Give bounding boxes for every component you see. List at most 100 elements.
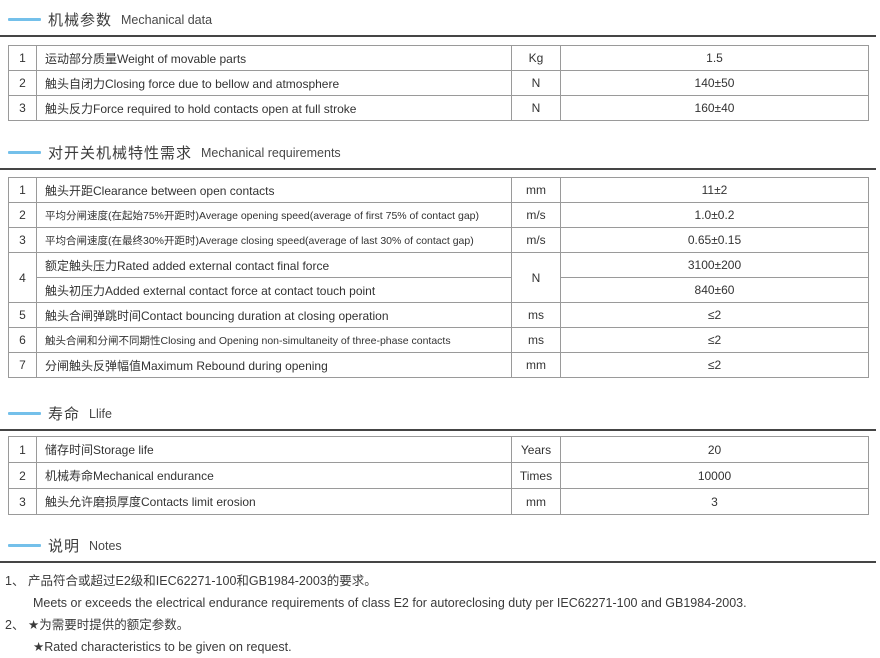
table-row: 1 储存时间Storage life Years 20 [8,436,869,463]
table-row: 触头初压力Added external contact force at con… [9,277,869,303]
table-row: 1 运动部分质量Weight of movable parts Kg 1.5 [8,45,869,71]
row-unit: N [511,252,561,303]
spec-sheet-page: 机械参数 Mechanical data 1 运动部分质量Weight of m… [0,9,880,654]
note-text-zh: 产品符合或超过E2级和IEC62271-100和GB1984-2003的要求。 [28,574,377,588]
section-title-zh: 说明 [48,538,81,555]
row-number: 2 [8,202,37,228]
note-item: 2、 ★为需要时提供的额定参数。 ★Rated characteristics … [5,614,880,658]
row-unit: ms [511,302,561,328]
mechanical-data-table: 1 运动部分质量Weight of movable parts Kg 1.5 2… [8,45,869,121]
row-unit: Times [511,462,561,489]
row-number: 5 [8,302,37,328]
note-body: 产品符合或超过E2级和IEC62271-100和GB1984-2003的要求。 … [28,570,747,614]
note-text-en: ★Rated characteristics to be given on re… [33,640,292,654]
mechanical-requirements-table: 1 触头开距Clearance between open contacts mm… [8,177,869,378]
life-table: 1 储存时间Storage life Years 20 2 机械寿命Mechan… [8,436,869,515]
notes-list: 1、 产品符合或超过E2级和IEC62271-100和GB1984-2003的要… [0,570,880,658]
row-value: 20 [560,436,869,463]
row-unit: m/s [511,227,561,253]
row-value: ≤2 [560,352,869,378]
accent-dash-icon [8,544,41,547]
row-number: 3 [8,227,37,253]
row-description: 机械寿命Mechanical endurance [36,462,512,489]
row-value: 0.65±0.15 [560,227,869,253]
note-marker: 2、 [5,618,25,632]
section-rule [0,561,876,563]
row-description: 额定触头压力Rated added external contact final… [36,252,512,278]
note-item: 1、 产品符合或超过E2级和IEC62271-100和GB1984-2003的要… [5,570,880,614]
section-title-zh: 对开关机械特性需求 [48,145,193,162]
table-row: 4 额定触头压力Rated added external contact fin… [8,252,869,303]
row-value: 140±50 [560,70,869,96]
row-number: 3 [8,95,37,121]
row-description: 触头允许磨损厚度Contacts limit erosion [36,488,512,515]
row-number: 6 [8,327,37,353]
row-value: 840±60 [560,277,869,303]
row-number: 2 [8,462,37,489]
row-description: 分闸触头反弹幅值Maximum Rebound during opening [36,352,512,378]
note-text-en: Meets or exceeds the electrical enduranc… [33,596,747,610]
section-header-life: 寿命 Llife [0,403,880,424]
row-number: 1 [8,177,37,203]
row-unit: m/s [511,202,561,228]
section-title-en: Mechanical data [121,12,213,27]
row-unit: ms [511,327,561,353]
table-row: 2 触头自闭力Closing force due to bellow and a… [8,70,869,96]
section-header-notes: 说明 Notes [0,535,880,556]
row-value: 160±40 [560,95,869,121]
row-value: 1.0±0.2 [560,202,869,228]
accent-dash-icon [8,151,41,154]
row-description: 触头开距Clearance between open contacts [36,177,512,203]
row-value: 11±2 [560,177,869,203]
section-rule [0,168,876,170]
row-unit: Years [511,436,561,463]
row-unit: Kg [511,45,561,71]
row-number: 3 [8,488,37,515]
section-title-en: Mechanical requirements [201,145,341,160]
accent-dash-icon [8,412,41,415]
row-value: ≤2 [560,327,869,353]
row-unit: mm [511,352,561,378]
section-title-en: Notes [89,538,122,553]
row-value: 10000 [560,462,869,489]
row-value: ≤2 [560,302,869,328]
row-number: 1 [8,45,37,71]
row-value: 3100±200 [560,252,869,278]
section-title-zh: 机械参数 [48,12,113,29]
section-header-mechanical-requirements: 对开关机械特性需求 Mechanical requirements [0,142,880,163]
row-number: 4 [8,252,37,303]
row-description: 平均分闸速度(在起始75%开距时)Average opening speed(a… [36,202,512,228]
row-number: 1 [8,436,37,463]
section-title-zh: 寿命 [48,406,81,423]
table-row: 2 机械寿命Mechanical endurance Times 10000 [8,462,869,489]
table-row: 6 触头合闸和分闸不同期性Closing and Opening non-sim… [8,327,869,353]
accent-dash-icon [8,18,41,21]
note-text-zh: ★为需要时提供的额定参数。 [28,618,190,632]
row-value: 1.5 [560,45,869,71]
section-rule [0,35,876,37]
row-unit: N [511,70,561,96]
row-unit: N [511,95,561,121]
table-row: 7 分闸触头反弹幅值Maximum Rebound during opening… [8,352,869,378]
note-body: ★为需要时提供的额定参数。 ★Rated characteristics to … [28,614,292,658]
row-unit: mm [511,488,561,515]
row-description: 触头初压力Added external contact force at con… [36,277,512,303]
row-description: 运动部分质量Weight of movable parts [36,45,512,71]
row-number: 2 [8,70,37,96]
row-description: 储存时间Storage life [36,436,512,463]
row-description: 平均合闸速度(在最终30%开距时)Average closing speed(a… [36,227,512,253]
row-description: 触头合闸和分闸不同期性Closing and Opening non-simul… [36,327,512,353]
table-row: 2 平均分闸速度(在起始75%开距时)Average opening speed… [8,202,869,228]
table-row: 3 触头反力Force required to hold contacts op… [8,95,869,121]
table-row: 3 平均合闸速度(在最终30%开距时)Average closing speed… [8,227,869,253]
row-number: 7 [8,352,37,378]
section-title-en: Llife [89,406,112,421]
row-unit: mm [511,177,561,203]
table-row: 1 触头开距Clearance between open contacts mm… [8,177,869,203]
row-value: 3 [560,488,869,515]
table-row: 5 触头合闸弹跳时间Contact bouncing duration at c… [8,302,869,328]
section-rule [0,429,876,431]
table-row: 3 触头允许磨损厚度Contacts limit erosion mm 3 [8,488,869,515]
row-description: 触头反力Force required to hold contacts open… [36,95,512,121]
section-header-mechanical-data: 机械参数 Mechanical data [0,9,880,30]
